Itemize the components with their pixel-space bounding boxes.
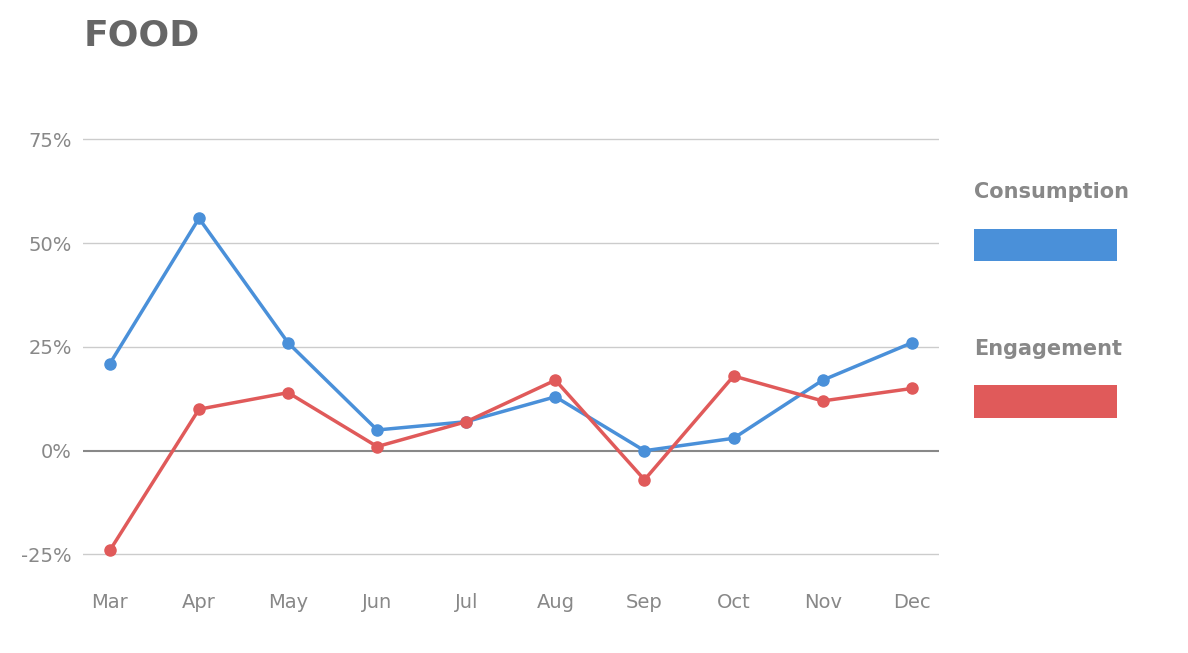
Text: FOOD: FOOD: [83, 18, 200, 52]
Text: Engagement: Engagement: [974, 339, 1123, 359]
Text: Consumption: Consumption: [974, 182, 1129, 202]
